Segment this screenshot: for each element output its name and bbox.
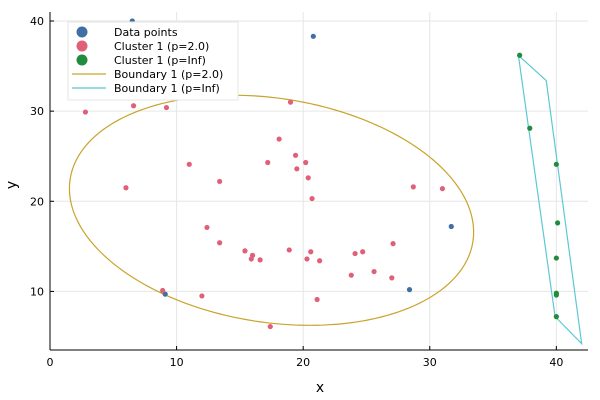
x-tick-label-1: 10 (170, 356, 184, 369)
series-0-point-1 (310, 33, 316, 39)
x-tick-label-3: 30 (423, 356, 437, 369)
series-1-point-20 (257, 257, 263, 263)
series-2-point-1 (527, 125, 533, 131)
series-1-point-6 (303, 159, 309, 166)
series-2-point-6 (553, 292, 559, 298)
series-1-point-12 (123, 185, 129, 191)
series-1-point-35 (267, 323, 273, 330)
tick-labels: 0 10 20 30 40 10 20 30 40 (30, 15, 563, 369)
series-1-point-17 (217, 240, 223, 246)
series-1-point-3 (287, 99, 294, 105)
legend-label-0: Data points (114, 26, 178, 39)
series-2-point-2 (553, 161, 559, 167)
series-1-point-14 (439, 186, 446, 192)
legend-box (67, 21, 239, 101)
series-1-point-29 (371, 268, 377, 275)
series-2-point-0 (517, 52, 523, 58)
series-1-point-9 (305, 175, 311, 181)
series-1-point-24 (304, 256, 310, 262)
series-1-point-18 (242, 248, 248, 254)
y-tick-label-2: 30 (30, 105, 44, 118)
boundary-pinf-line (517, 54, 583, 346)
legend-label-2: Cluster 1 (p=Inf) (114, 54, 206, 67)
series-1-point-11 (217, 178, 223, 185)
y-axis-label: y (4, 181, 20, 189)
series-0-point-2 (448, 223, 454, 230)
series-1-point-25 (317, 258, 323, 264)
legend-label-4: Boundary 1 (p=Inf) (114, 82, 220, 95)
legend-marker-0 (76, 26, 88, 38)
series-2-point-3 (555, 220, 561, 226)
series-1-point-23 (308, 249, 314, 255)
series-1-point-33 (199, 293, 205, 299)
series-1-point-15 (309, 195, 315, 202)
series-1-point-13 (410, 184, 416, 190)
legend-marker-1 (76, 40, 88, 52)
axes (49, 12, 588, 351)
series-1-point-34 (314, 296, 320, 303)
x-tick-label-4: 40 (549, 356, 563, 369)
series-1-point-1 (130, 103, 137, 109)
series-layer (68, 18, 583, 346)
series-1-point-7 (265, 159, 271, 166)
y-tick-label-0: 10 (30, 285, 44, 298)
series-0-point-4 (162, 291, 168, 297)
series-2-point-7 (553, 314, 559, 320)
series-1-point-28 (390, 241, 396, 247)
series-2-point-4 (553, 255, 559, 261)
y-tick-label-1: 20 (30, 195, 44, 208)
legend-label-1: Cluster 1 (p=2.0) (114, 40, 209, 53)
series-1-point-8 (294, 166, 300, 172)
series-1-point-2 (163, 104, 170, 111)
series-1-point-0 (82, 109, 89, 115)
boundary-p2-curve (68, 94, 475, 326)
series-1-point-22 (286, 247, 292, 253)
series-1-point-4 (276, 136, 282, 142)
x-tick-label-0: 0 (47, 356, 54, 369)
series-1-point-5 (292, 152, 299, 158)
series-1-point-16 (204, 224, 210, 231)
series-0-point-3 (406, 287, 413, 293)
series-1-point-31 (348, 272, 354, 278)
grid-lines (49, 12, 588, 350)
x-axis-label: x (316, 380, 324, 396)
series-1-point-26 (352, 250, 358, 257)
series-1-point-21 (248, 256, 254, 262)
legend-marker-2 (76, 54, 88, 66)
series-1-point-27 (360, 249, 366, 255)
series-1-point-10 (186, 161, 192, 167)
y-tick-label-3: 40 (30, 15, 44, 28)
series-1-point-32 (160, 287, 166, 294)
x-tick-label-2: 20 (296, 356, 310, 369)
legend-label-3: Boundary 1 (p=2.0) (114, 68, 223, 81)
series-1-point-30 (389, 275, 395, 281)
